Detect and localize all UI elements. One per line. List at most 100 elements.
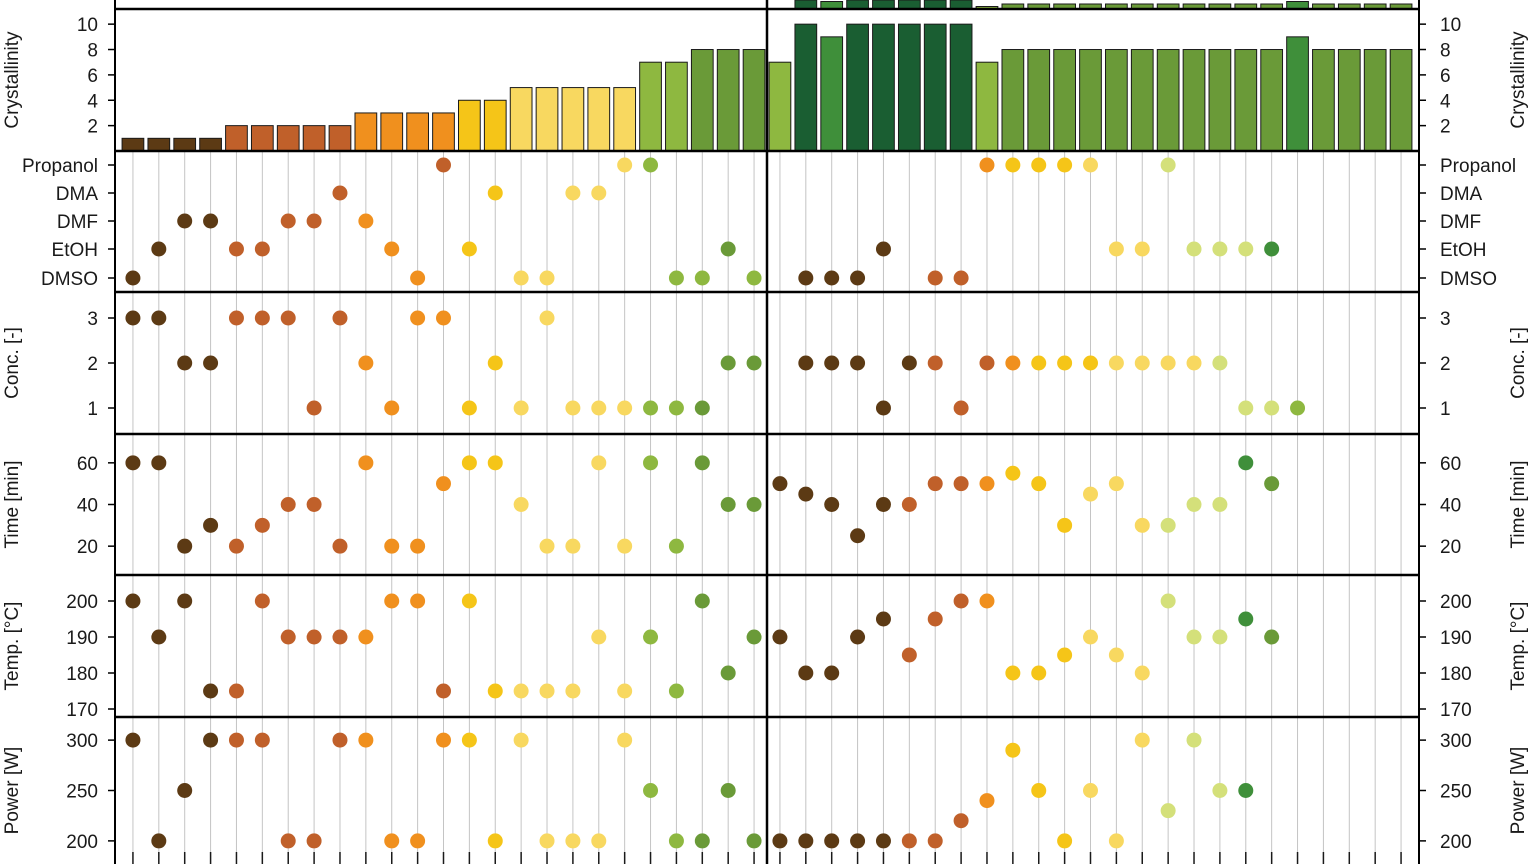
concentration-dot	[280, 310, 296, 326]
crystallinity-bar	[173, 137, 197, 152]
time-title-left: Time [min]	[2, 461, 23, 549]
concentration-dot	[306, 400, 322, 416]
power-dot	[1186, 732, 1202, 748]
crystallinity-bar	[432, 112, 455, 152]
temperature-tick-right: 200	[1440, 592, 1472, 613]
power-dot	[280, 833, 296, 849]
concentration-dot	[203, 355, 219, 371]
solvent-dot	[824, 270, 840, 286]
power-dot	[1005, 742, 1021, 758]
power-tick-left: 300	[66, 731, 98, 752]
temperature-dot	[1186, 629, 1202, 645]
solvent-dot	[591, 185, 607, 201]
power-dot	[1212, 783, 1228, 798]
power-dot	[461, 732, 477, 748]
time-dot	[591, 455, 607, 471]
crystallinity-bar	[1234, 49, 1258, 152]
solvent-dot	[1057, 157, 1073, 173]
temperature-dot	[617, 683, 633, 699]
crystallinity-tick-right: 2	[1440, 117, 1451, 138]
concentration-dot	[461, 400, 477, 416]
temperature-dot	[591, 629, 607, 645]
concentration-tick-right: 1	[1440, 399, 1451, 420]
power-dot	[487, 833, 503, 849]
time-dot	[979, 476, 995, 492]
time-dot	[513, 497, 529, 512]
crystallinity-bar	[872, 23, 895, 152]
power-dot	[436, 732, 451, 748]
crystallinity-tick-left: 2	[87, 117, 98, 138]
concentration-dot	[410, 310, 426, 326]
solvent-tick-right: DMSO	[1440, 269, 1497, 290]
concentration-title-left: Conc. [-]	[2, 327, 23, 399]
crystallinity-bar	[1156, 49, 1180, 152]
crystallinity-title-right: Crystallinity	[1508, 31, 1529, 129]
temperature-dot	[1134, 665, 1150, 681]
crystallinity-tick-right: 6	[1440, 66, 1451, 87]
top-strip-bar	[846, 0, 869, 10]
concentration-dot	[1031, 355, 1047, 371]
time-dot	[850, 528, 866, 544]
power-dot	[643, 783, 659, 798]
concentration-tick-left: 3	[87, 309, 98, 330]
crystallinity-bar	[1079, 49, 1102, 152]
crystallinity-bar	[561, 87, 585, 152]
temperature-dot	[746, 629, 762, 645]
solvent-dot	[332, 185, 348, 201]
temperature-dot	[228, 683, 244, 699]
time-dot	[1005, 465, 1021, 481]
concentration-dot	[824, 355, 840, 371]
solvent-dot	[410, 270, 426, 286]
power-dot	[668, 833, 684, 849]
power-dot	[927, 833, 943, 849]
concentration-dot	[332, 310, 348, 326]
time-dot	[384, 538, 400, 554]
time-tick-right: 40	[1440, 496, 1461, 517]
power-dot	[1134, 732, 1150, 748]
time-dot	[436, 476, 451, 492]
temperature-dot	[125, 593, 141, 609]
concentration-dot	[720, 355, 736, 371]
crystallinity-bar	[225, 125, 248, 152]
solvent-tick-left: DMA	[56, 184, 99, 205]
solvent-dot	[643, 157, 659, 173]
solvent-dot	[461, 241, 477, 257]
solvent-dot	[539, 270, 555, 286]
time-dot	[901, 497, 917, 512]
concentration-dot	[850, 355, 866, 371]
solvent-tick-left: DMSO	[41, 269, 98, 290]
solvent-tick-right: DMA	[1440, 184, 1483, 205]
time-dot	[643, 455, 659, 471]
temperature-tick-left: 180	[66, 664, 98, 685]
solvent-dot	[875, 241, 891, 257]
power-dot	[875, 833, 891, 849]
top-strip-bar	[897, 0, 921, 10]
concentration-dot	[358, 355, 374, 371]
crystallinity-bar	[1260, 49, 1284, 152]
solvent-dot	[513, 270, 529, 286]
solvent-dot	[694, 270, 710, 286]
crystallinity-bar	[716, 49, 740, 152]
crystallinity-bar	[509, 87, 533, 152]
time-dot	[1238, 455, 1254, 471]
crystallinity-bar	[302, 125, 326, 152]
power-dot	[746, 833, 762, 849]
solvent-tick-left: Propanol	[22, 156, 98, 177]
temperature-dot	[1005, 665, 1021, 681]
time-dot	[1186, 497, 1202, 512]
temperature-dot	[254, 593, 270, 609]
concentration-dot	[1057, 355, 1073, 371]
temperature-dot	[824, 665, 840, 681]
crystallinity-bar	[665, 61, 688, 152]
power-title-right: Power [W]	[1508, 747, 1529, 835]
time-dot	[668, 538, 684, 554]
temperature-dot	[410, 593, 426, 609]
temperature-dot	[332, 629, 348, 645]
concentration-dot	[927, 355, 943, 371]
temperature-dot	[1238, 611, 1254, 627]
concentration-dot	[1083, 355, 1098, 371]
concentration-dot	[254, 310, 270, 326]
solvent-dot	[436, 157, 451, 173]
time-dot	[151, 455, 167, 471]
power-tick-left: 250	[66, 782, 98, 803]
